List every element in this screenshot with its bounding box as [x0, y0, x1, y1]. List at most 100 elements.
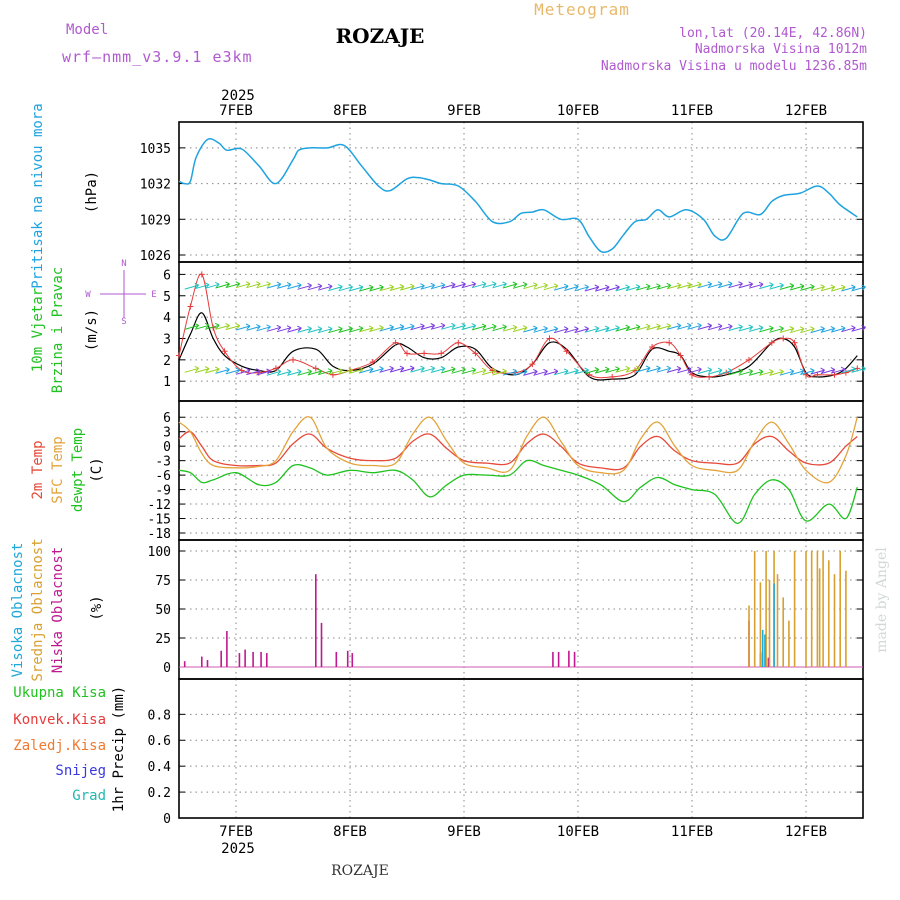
- top-day-labels: 7FEB 8FEB 9FEB 10FEB 11FEB 12FEB: [219, 103, 827, 119]
- wind-direction-arrow: [748, 325, 764, 332]
- y-tick-label: 0: [163, 440, 171, 455]
- wind-direction-arrow: [389, 324, 405, 331]
- wind-compass: N S W E: [85, 259, 156, 327]
- wind-gust-marker: [563, 348, 570, 355]
- wind-direction-arrow: [769, 282, 784, 290]
- wind-direction-arrow: [379, 284, 394, 292]
- pressure-line: [178, 138, 858, 254]
- wind-direction-arrow: [205, 322, 220, 330]
- wind-direction-arrow: [574, 326, 589, 334]
- wind-direction-arrow: [441, 281, 456, 289]
- wind-direction-arrow: [451, 322, 466, 330]
- wind-direction-arrow: [533, 368, 548, 376]
- wind-direction-arrow: [564, 367, 579, 375]
- wind-direction-arrow: [194, 366, 210, 374]
- compass-n: N: [121, 259, 126, 269]
- compass-s: S: [121, 317, 126, 327]
- wind-gust-line: [178, 273, 858, 379]
- wind-direction-arrow: [328, 284, 343, 292]
- precip-legend-hail: Grad: [72, 788, 106, 804]
- wind-direction-arrow: [369, 366, 384, 374]
- wind-direction-arrow: [502, 324, 518, 332]
- compass-e: E: [151, 290, 156, 300]
- wind-direction-arrow: [769, 368, 784, 376]
- wind-direction-arrow: [400, 283, 415, 291]
- wind-gust-marker: [768, 339, 775, 346]
- wind-direction-arrow: [564, 284, 579, 291]
- precip-legend-snow: Snijeg: [55, 763, 106, 779]
- wind-direction-arrow: [502, 281, 518, 289]
- wind-direction-arrow: [492, 324, 507, 332]
- wind-direction-arrow: [718, 368, 733, 375]
- temp-unit: (C): [89, 457, 105, 482]
- wind-direction-arrow: [512, 325, 528, 333]
- model-elevation-label: Nadmorska Visina u modelu 1236.85m: [601, 59, 867, 74]
- wind-direction-arrow: [430, 282, 446, 290]
- wind-direction-arrow: [307, 283, 323, 291]
- wind-direction-arrow: [482, 323, 497, 331]
- y-tick-label: -12: [148, 498, 171, 513]
- cloud-axis-title-low: Niska Oblacnost: [50, 547, 66, 673]
- y-tick-label: 3: [163, 426, 171, 441]
- wind-gust-marker: [831, 371, 838, 378]
- wind-direction-arrow: [687, 281, 702, 289]
- wind-gust-marker: [649, 344, 656, 351]
- wind-direction-arrow: [235, 281, 251, 289]
- y-tick-label: 100: [148, 545, 171, 560]
- wind-direction-arrow: [615, 324, 630, 332]
- wind-direction-arrow: [707, 367, 723, 375]
- wind-direction-arrow: [297, 368, 312, 376]
- wind-direction-arrow: [697, 323, 713, 330]
- wind-gust-marker: [529, 361, 536, 368]
- top-day-label: 8FEB: [333, 103, 367, 119]
- wind-direction-arrow: [851, 284, 866, 292]
- wind-direction-arrow: [410, 323, 425, 331]
- wind-direction-arrow: [677, 322, 692, 330]
- wind-direction-arrow: [574, 367, 589, 375]
- temp-line-sfc-temp: [178, 416, 858, 484]
- wind-direction-arrow: [348, 325, 364, 333]
- wind-direction-arrow: [625, 365, 641, 373]
- bottom-day-label: 7FEB: [219, 824, 253, 840]
- wind-direction-arrow: [215, 322, 230, 330]
- wind-direction-arrow: [482, 368, 497, 376]
- wind-direction-arrow: [779, 368, 795, 376]
- wind-direction-arrow: [307, 326, 323, 334]
- lonlat-label: lon,lat (20.14E, 42.86N): [679, 26, 867, 41]
- wind-direction-arrow: [830, 366, 846, 374]
- wind-direction-arrow: [348, 366, 364, 374]
- wind-direction-arrow: [317, 368, 333, 376]
- y-tick-label: -15: [148, 513, 171, 528]
- wind-direction-arrow: [451, 366, 466, 374]
- wind-gust-marker: [272, 365, 279, 372]
- wind-direction-arrow: [800, 368, 815, 375]
- wind-gust-marker: [455, 339, 462, 346]
- wind-direction-arrow: [687, 366, 702, 374]
- wind-direction-arrow: [512, 368, 528, 376]
- wind-direction-arrow: [779, 326, 795, 333]
- wind-direction-arrow: [307, 368, 323, 376]
- wind-gust-marker: [677, 352, 684, 359]
- y-tick-label: 4: [163, 311, 171, 326]
- meteogram-label: Meteogram: [534, 0, 630, 19]
- wind-direction-arrow: [738, 324, 754, 332]
- wind-direction-arrow: [728, 368, 743, 376]
- wind-direction-arrow: [246, 368, 261, 376]
- wind-gust-marker: [814, 371, 821, 378]
- wind-direction-arrow: [605, 366, 620, 374]
- wind-direction-arrow: [605, 284, 620, 292]
- y-tick-label: 1035: [140, 142, 171, 157]
- wind-direction-arrow: [851, 324, 866, 332]
- wind-direction-arrow: [441, 322, 456, 330]
- wind-gust-marker: [221, 348, 228, 355]
- wind-direction-arrow: [328, 326, 343, 334]
- wind-direction-arrow: [553, 283, 569, 291]
- wind-direction-arrow: [707, 281, 723, 289]
- wind-direction-arrow: [317, 326, 333, 334]
- year-top: 2025: [221, 88, 255, 104]
- wind-gust-marker: [472, 350, 479, 357]
- precip-legend-total: Ukupna Kisa: [13, 685, 106, 701]
- panel-frame: [178, 121, 864, 263]
- wind-direction-arrow: [594, 366, 610, 374]
- wind-gust-marker: [369, 358, 376, 365]
